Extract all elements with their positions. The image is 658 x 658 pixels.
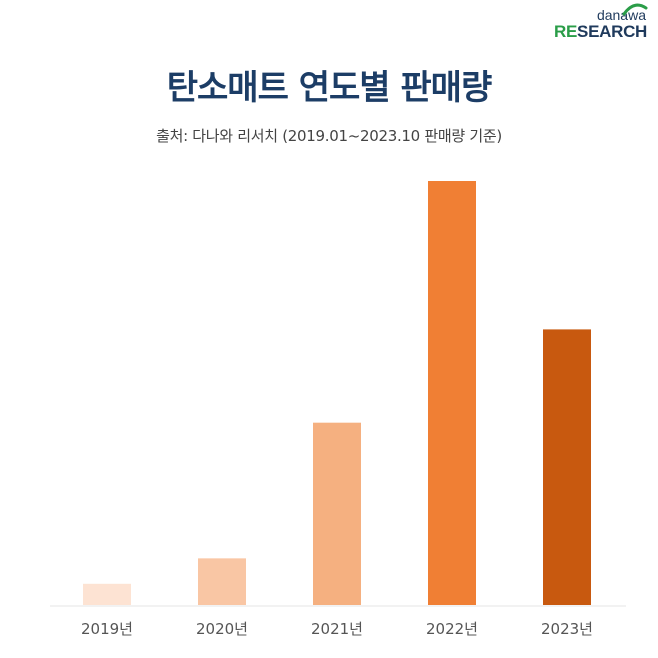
danawa-research-logo: danawa RESEARCH — [554, 3, 648, 44]
x-tick-label: 2023년 — [541, 620, 593, 638]
x-tick-label: 2019년 — [81, 620, 133, 638]
logo-text-research: RESEARCH — [554, 22, 648, 41]
x-tick-label: 2020년 — [196, 620, 248, 638]
logo-text-danawa: danawa — [554, 3, 648, 22]
bar-1 — [198, 558, 246, 605]
chart-title: 탄소매트 연도별 판매량 — [166, 68, 492, 108]
bars-group — [83, 181, 591, 605]
x-tick-label: 2022년 — [426, 620, 478, 638]
chart-subtitle: 출처: 다나와 리서치 (2019.01~2023.10 판매량 기준) — [156, 127, 502, 145]
bar-2 — [313, 422, 361, 605]
x-tick-labels: 2019년 2020년 2021년 2022년 2023년 — [81, 620, 593, 638]
bar-3 — [428, 181, 476, 605]
bar-0 — [83, 583, 131, 605]
bar-4 — [543, 329, 591, 605]
logo-arc-icon — [622, 3, 648, 16]
x-tick-label: 2021년 — [311, 620, 363, 638]
